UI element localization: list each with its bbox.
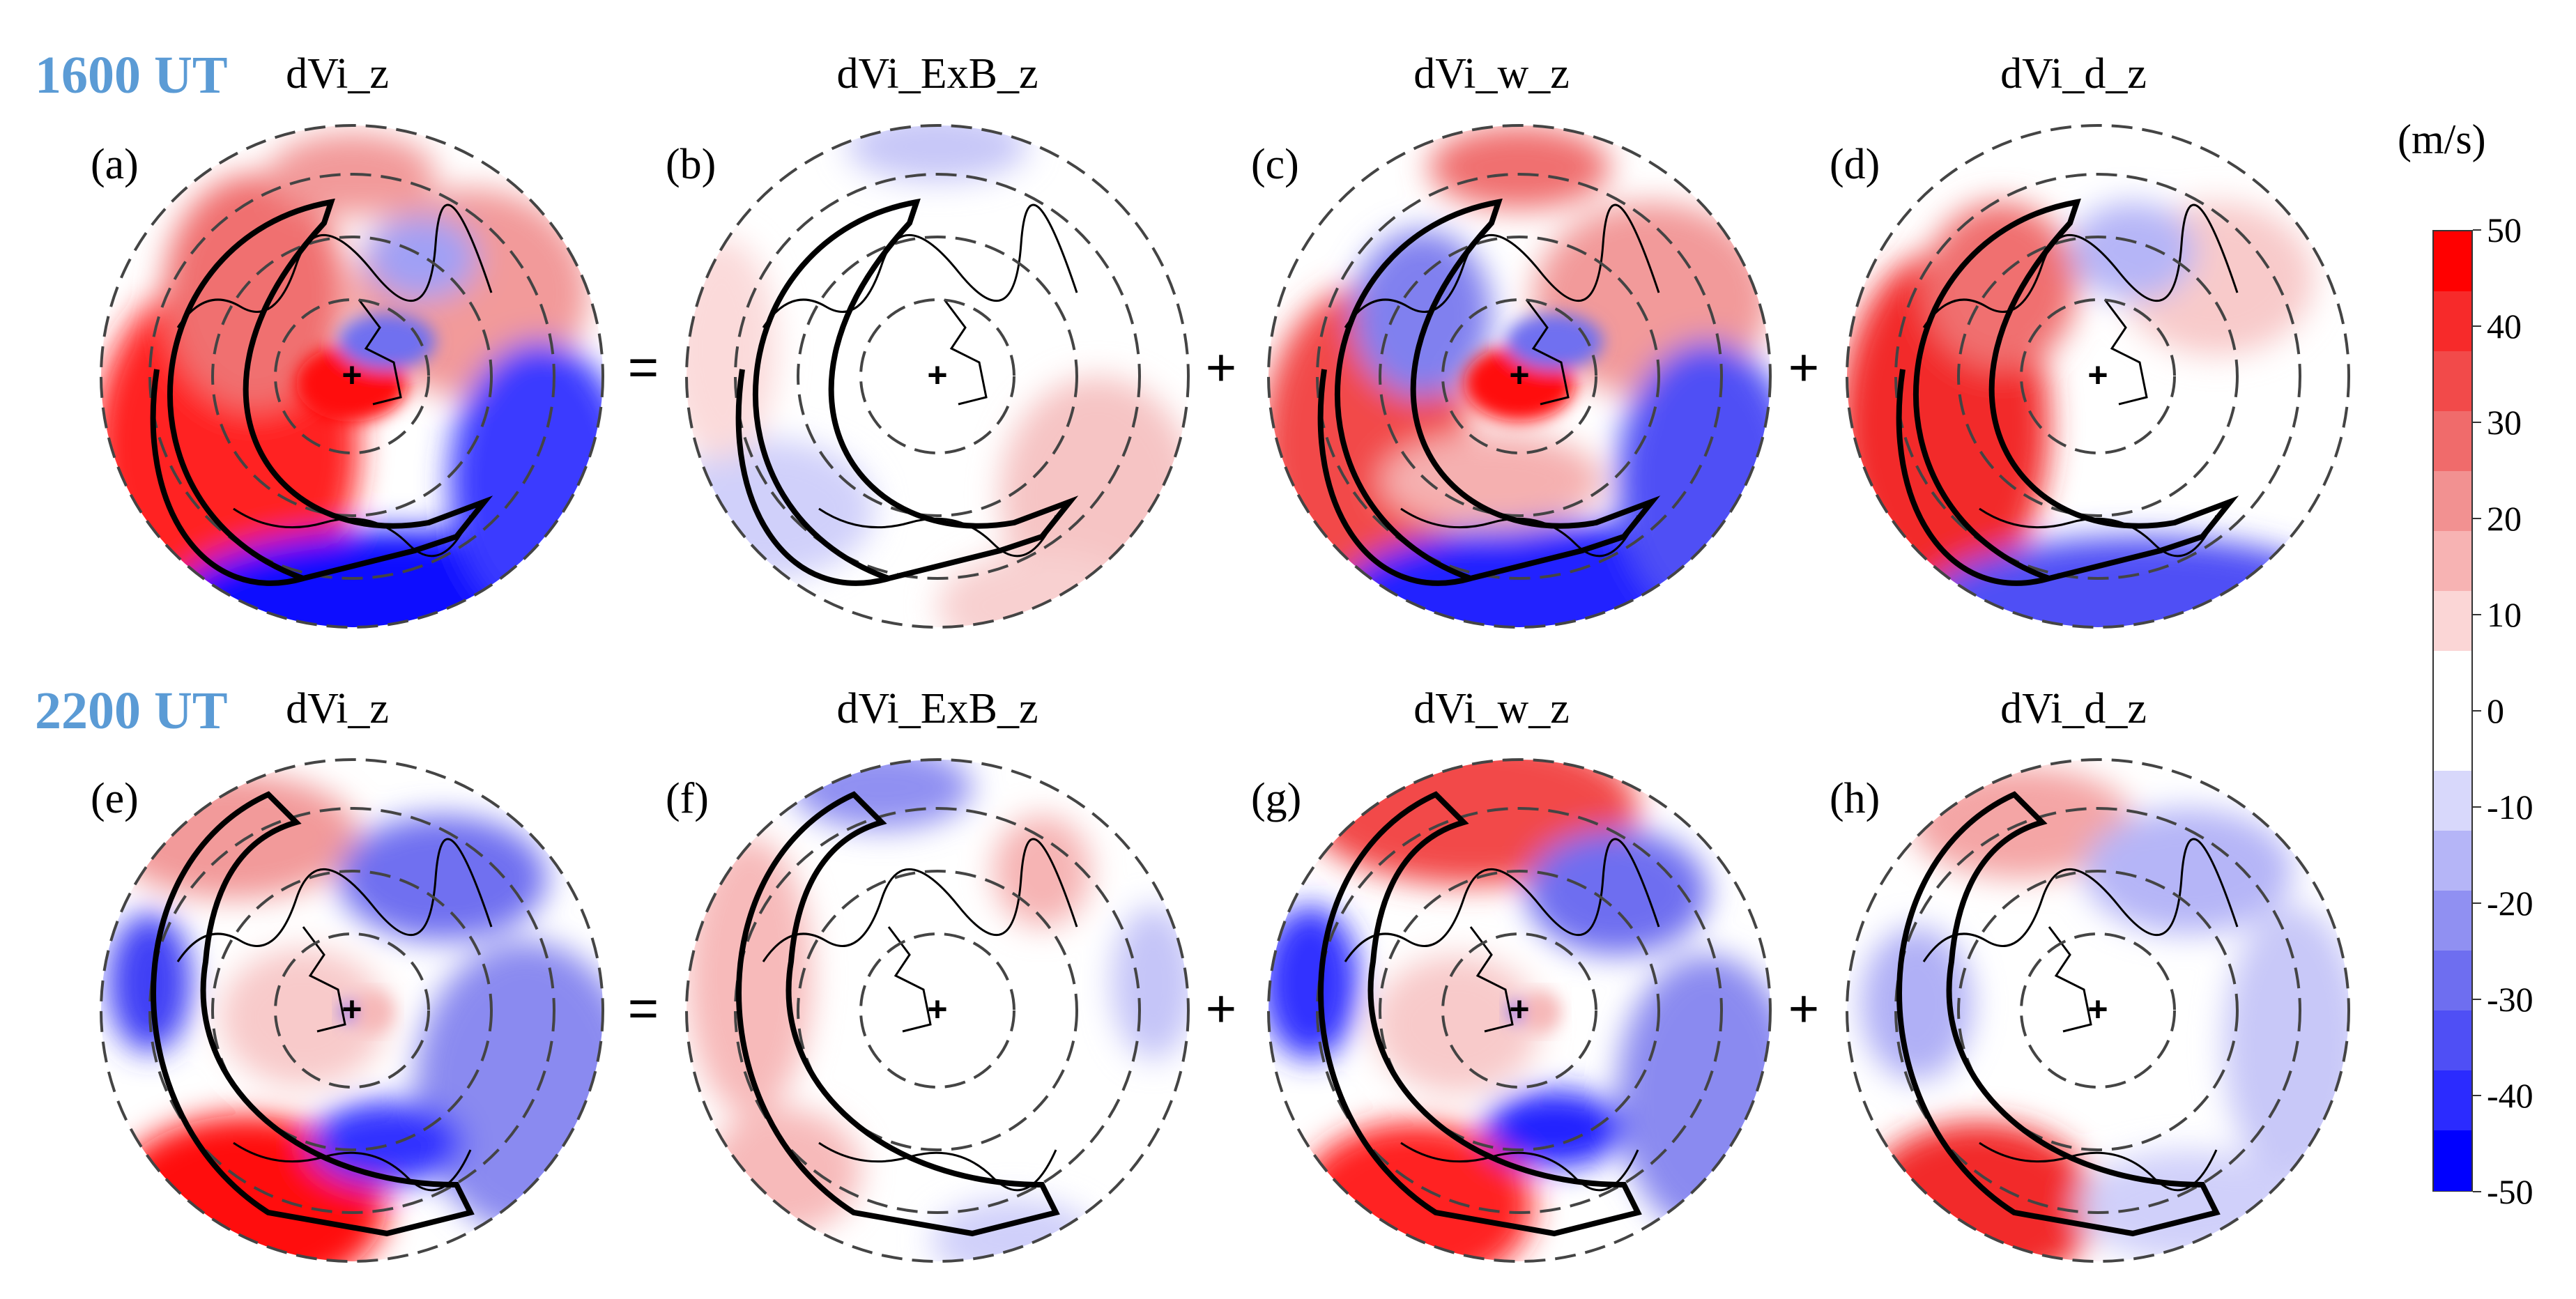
svg-text:+: +: [342, 990, 362, 1029]
panel-letter-a: (a): [91, 141, 139, 188]
colorbar-segment: [2434, 1130, 2471, 1192]
colorbar: [2432, 230, 2473, 1192]
panel-title-a: dVi_z: [286, 50, 389, 98]
svg-text:+: +: [2087, 990, 2108, 1029]
colorbar-segment: [2434, 651, 2471, 712]
panel-title-c: dVi_w_z: [1413, 50, 1570, 98]
colorbar-segment: [2434, 351, 2471, 413]
colorbar-tick: [2473, 806, 2481, 808]
colorbar-tick: [2473, 902, 2481, 904]
colorbar-unit: (m/s): [2398, 116, 2486, 162]
colorbar-tick: [2473, 325, 2481, 327]
colorbar-tick-label: -20: [2487, 884, 2533, 923]
colorbar-tick-label: 20: [2487, 499, 2522, 538]
panel-letter-b: (b): [666, 141, 716, 188]
colorbar-tick-label: -10: [2487, 787, 2533, 827]
colorbar-tick-label: 40: [2487, 307, 2522, 346]
panel-title-e: dVi_z: [286, 685, 389, 732]
colorbar-segment: [2434, 411, 2471, 472]
polar-map-b: +: [685, 124, 1190, 629]
colorbar-segment: [2434, 1070, 2471, 1132]
colorbar-segment: [2434, 771, 2471, 832]
colorbar-segment: [2434, 711, 2471, 772]
colorbar-tick: [2473, 999, 2481, 1000]
svg-text:+: +: [927, 355, 947, 394]
plus-sign-row1-2: +: [1788, 338, 1820, 397]
svg-text:+: +: [2087, 355, 2108, 394]
panel-title-h: dVi_d_z: [2000, 685, 2147, 732]
colorbar-segment: [2434, 531, 2471, 592]
plus-sign-row1-1: +: [1205, 338, 1237, 397]
panel-title-d: dVi_d_z: [2000, 50, 2147, 98]
colorbar-tick-label: 30: [2487, 403, 2522, 442]
colorbar-tick-label: -30: [2487, 980, 2533, 1019]
plus-sign-row2-2: +: [1788, 979, 1820, 1038]
plus-sign-row2-1: +: [1205, 979, 1237, 1038]
colorbar-tick-label: -40: [2487, 1076, 2533, 1115]
colorbar-tick-label: 0: [2487, 691, 2504, 730]
equals-sign-row2: =: [627, 979, 659, 1038]
colorbar-tick: [2473, 614, 2481, 615]
polar-map-f: +: [685, 758, 1190, 1263]
svg-text:+: +: [1509, 990, 1529, 1029]
row-label-1600: 1600 UT: [35, 46, 228, 105]
panel-title-f: dVi_ExB_z: [836, 685, 1038, 732]
panel-letter-c: (c): [1251, 141, 1299, 188]
colorbar-tick: [2473, 518, 2481, 519]
svg-text:+: +: [927, 990, 947, 1029]
panel-letter-h: (h): [1830, 775, 1880, 822]
polar-map-d: +: [1846, 124, 2350, 629]
colorbar-segment: [2434, 1010, 2471, 1072]
colorbar-segment: [2434, 891, 2471, 952]
panel-title-b: dVi_ExB_z: [836, 50, 1038, 98]
colorbar-segment: [2434, 471, 2471, 532]
colorbar-tick: [2473, 710, 2481, 712]
panel-letter-d: (d): [1830, 141, 1880, 188]
colorbar-tick: [2473, 1095, 2481, 1096]
panel-title-g: dVi_w_z: [1413, 685, 1570, 732]
colorbar-tick: [2473, 1191, 2481, 1192]
colorbar-segment: [2434, 831, 2471, 892]
svg-text:+: +: [1509, 355, 1529, 394]
colorbar-tick: [2473, 229, 2481, 231]
colorbar-segment: [2434, 291, 2471, 353]
colorbar-tick-label: 50: [2487, 210, 2522, 249]
polar-map-a: +: [100, 124, 604, 629]
panel-letter-e: (e): [91, 775, 139, 822]
colorbar-segment: [2434, 591, 2471, 652]
row-label-2200: 2200 UT: [35, 682, 228, 740]
panel-letter-g: (g): [1251, 775, 1302, 822]
svg-text:+: +: [342, 355, 362, 394]
colorbar-tick-label: 10: [2487, 595, 2522, 634]
polar-map-e: +: [100, 758, 604, 1263]
equals-sign-row1: =: [627, 338, 659, 397]
colorbar-segment: [2434, 231, 2471, 293]
polar-map-c: +: [1267, 124, 1772, 629]
polar-map-g: +: [1267, 758, 1772, 1263]
panel-letter-f: (f): [666, 775, 709, 822]
colorbar-tick-label: -50: [2487, 1172, 2533, 1211]
colorbar-segment: [2434, 951, 2471, 1012]
polar-map-h: +: [1846, 758, 2350, 1263]
colorbar-tick: [2473, 422, 2481, 423]
